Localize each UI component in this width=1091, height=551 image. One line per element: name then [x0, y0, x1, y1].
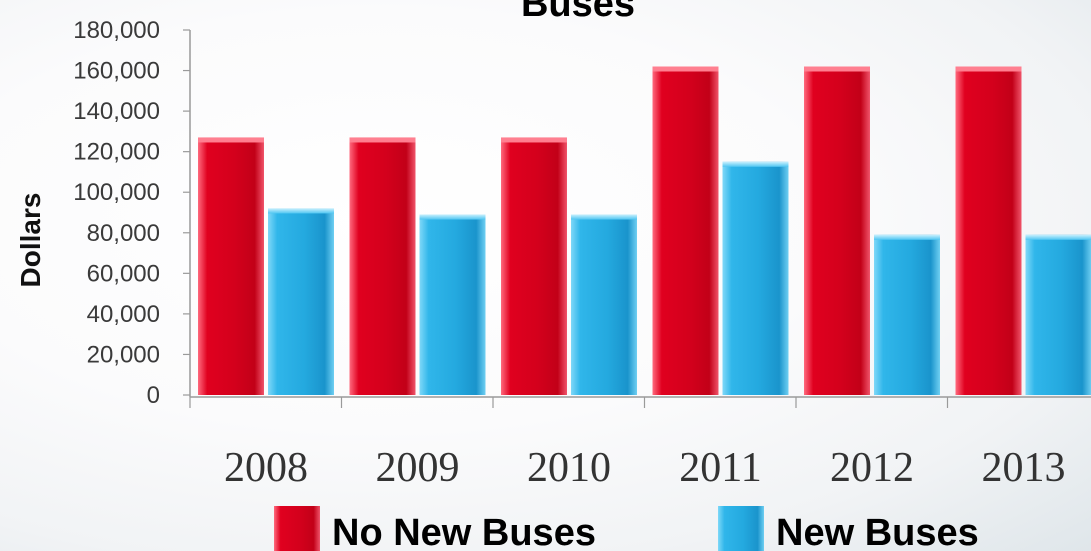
bar-no-new-buses-2012: [804, 66, 870, 395]
bar-top-highlight: [955, 66, 1022, 72]
x-tick-label: 2012: [830, 445, 914, 491]
bar-top-highlight: [501, 137, 567, 143]
bar-top-highlight: [722, 161, 789, 167]
bar-body: [349, 137, 416, 395]
legend-swatch: [718, 506, 764, 551]
bar-new-buses-2013: [1025, 234, 1091, 395]
bar-top-highlight: [198, 137, 264, 143]
bar-no-new-buses-2011: [652, 66, 719, 395]
bar-top-highlight: [349, 137, 416, 143]
x-tick-label: 2008: [224, 445, 308, 491]
y-axis-ticks: 0 20,000 40,000 60,000 80,000 100,000 120,000 1…: [73, 17, 190, 409]
y-tick-label: 0: [147, 382, 160, 409]
bar-top-highlight: [419, 214, 486, 220]
y-tick-label: 140,000: [73, 98, 160, 125]
x-tick-label: 2010: [527, 445, 611, 491]
bar-top-highlight: [652, 66, 719, 72]
bar-body: [268, 208, 334, 395]
legend-item: New Buses: [718, 506, 979, 551]
x-tick-label: 2009: [376, 445, 460, 491]
legend: No New Buses New Buses: [274, 506, 979, 551]
legend-label: New Buses: [776, 512, 979, 551]
bar-body: [198, 137, 264, 395]
bar-body: [804, 66, 870, 395]
x-tick-label: 2011: [679, 445, 761, 491]
y-tick-label: 40,000: [87, 301, 160, 328]
bar-top-highlight: [1025, 234, 1091, 240]
y-tick-label: 120,000: [73, 139, 160, 166]
y-tick-label: 80,000: [87, 220, 160, 247]
bars-group: [198, 66, 1091, 395]
bar-no-new-buses-2013: [955, 66, 1022, 395]
chart-title: Buses: [521, 0, 635, 25]
y-tick-label: 180,000: [73, 17, 160, 44]
bar-no-new-buses-2009: [349, 137, 416, 395]
x-axis-tick-labels: 2008 2009 2010 2011 2012 2013: [224, 445, 1066, 491]
bar-new-buses-2010: [571, 214, 637, 395]
x-axis-ticks: [189, 397, 949, 408]
bar-body: [874, 234, 940, 395]
bar-body: [501, 137, 567, 395]
bar-top-highlight: [804, 66, 870, 72]
bar-top-highlight: [874, 234, 940, 240]
bar-top-highlight: [571, 214, 637, 220]
bar-body: [955, 66, 1022, 395]
legend-item: No New Buses: [274, 506, 596, 551]
bar-body: [722, 161, 789, 395]
y-tick-label: 100,000: [73, 179, 160, 206]
bar-body: [571, 214, 637, 395]
y-tick-label: 60,000: [87, 260, 160, 287]
bar-body: [652, 66, 719, 395]
y-tick-label: 20,000: [87, 341, 160, 368]
y-tick-label: 160,000: [73, 58, 160, 85]
bar-no-new-buses-2008: [198, 137, 264, 395]
bar-new-buses-2011: [722, 161, 789, 395]
y-axis-label: Dollars: [15, 193, 46, 288]
legend-label: No New Buses: [332, 512, 596, 551]
bar-new-buses-2012: [874, 234, 940, 395]
legend-swatch: [274, 506, 320, 551]
bar-no-new-buses-2010: [501, 137, 567, 395]
bar-body: [419, 214, 486, 395]
bar-new-buses-2009: [419, 214, 486, 395]
bar-body: [1025, 234, 1091, 395]
bar-new-buses-2008: [268, 208, 334, 395]
bar-top-highlight: [268, 208, 334, 214]
x-tick-label: 2013: [982, 445, 1066, 491]
